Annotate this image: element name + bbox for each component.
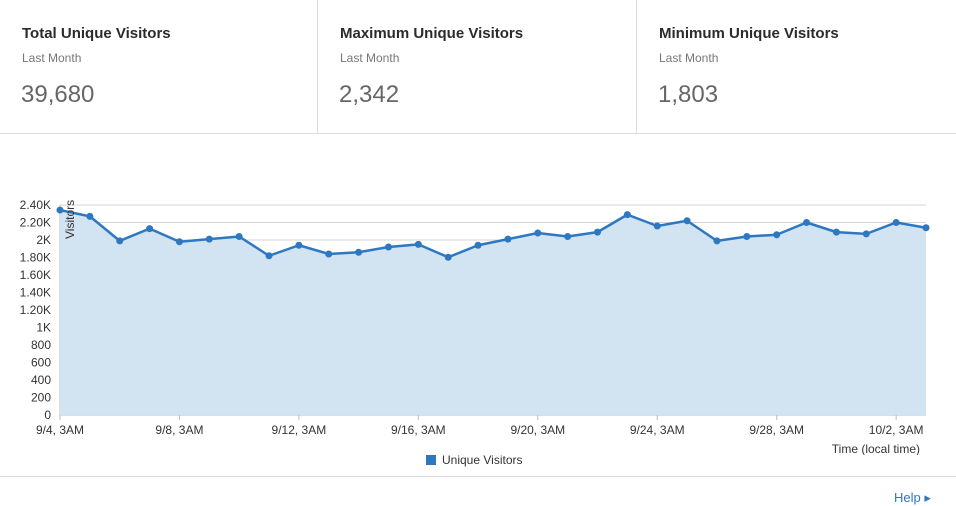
data-point[interactable] (564, 233, 572, 240)
data-point[interactable] (474, 241, 482, 249)
data-point[interactable] (116, 237, 124, 245)
chart-legend[interactable]: Unique Visitors (426, 453, 522, 467)
x-tick-label: 9/28, 3AM (749, 423, 804, 437)
x-tick-label: 9/8, 3AM (155, 423, 203, 437)
data-point[interactable] (384, 243, 392, 251)
stat-subtitle: Last Month (22, 51, 82, 65)
stat-card-minimum: Minimum Unique Visitors Last Month 1,803 (637, 0, 956, 133)
y-tick-label: 2K (36, 233, 51, 247)
stat-title: Total Unique Visitors (22, 25, 171, 42)
y-tick-label: 600 (31, 356, 51, 370)
data-point[interactable] (205, 235, 213, 243)
y-tick-label: 2.20K (20, 216, 51, 230)
stat-card-total: Total Unique Visitors Last Month 39,680 (0, 0, 318, 133)
series-line (59, 208, 927, 259)
data-point[interactable] (892, 219, 900, 226)
data-point[interactable] (355, 248, 363, 256)
data-point[interactable] (594, 228, 602, 236)
visitors-chart: 0 200 400 600 800 1K 1.20K 1.40K 1.60K 1.80K 2K 2.2… (20, 198, 930, 455)
data-point[interactable] (743, 233, 751, 240)
stat-title: Minimum Unique Visitors (659, 25, 839, 42)
y-tick-label: 1.80K (20, 251, 51, 265)
data-point[interactable] (175, 238, 183, 246)
x-tick-label: 9/20, 3AM (510, 423, 565, 437)
stat-card-maximum: Maximum Unique Visitors Last Month 2,342 (318, 0, 637, 133)
stat-title: Maximum Unique Visitors (340, 25, 524, 42)
stats-panel: Total Unique Visitors Last Month 39,680 … (0, 0, 956, 134)
stat-value: 2,342 (339, 81, 400, 108)
data-point[interactable] (862, 230, 870, 238)
y-tick-label: 2.40K (20, 198, 51, 212)
data-point[interactable] (325, 250, 333, 258)
x-tick-label: 10/2, 3AM (869, 423, 924, 437)
data-point[interactable] (444, 253, 452, 261)
y-tick-label: 1.60K (20, 268, 51, 282)
data-point[interactable] (295, 241, 303, 249)
data-point[interactable] (653, 222, 661, 230)
x-axis-label: Time (local time) (832, 442, 920, 455)
data-point[interactable] (623, 211, 631, 219)
legend-label: Unique Visitors (442, 453, 523, 467)
stat-subtitle: Last Month (659, 51, 719, 65)
data-point[interactable] (803, 219, 811, 226)
y-tick-label: 1.40K (20, 286, 51, 300)
series-points (56, 206, 930, 261)
x-axis-ticks: 9/4, 3AM 9/8, 3AM 9/12, 3AM 9/16, 3AM 9/20, … (36, 415, 924, 437)
data-point[interactable] (534, 229, 542, 237)
data-point[interactable] (265, 252, 273, 260)
data-point[interactable] (146, 225, 154, 233)
x-tick-label: 9/24, 3AM (630, 423, 685, 437)
y-tick-label: 1.20K (20, 303, 51, 317)
stat-value: 39,680 (21, 81, 95, 108)
x-tick-label: 9/16, 3AM (391, 423, 446, 437)
legend-swatch (426, 455, 436, 465)
y-tick-label: 200 (31, 391, 51, 405)
x-tick-label: 9/4, 3AM (36, 423, 84, 437)
y-tick-label: 0 (44, 408, 51, 422)
data-point[interactable] (922, 224, 930, 232)
data-point[interactable] (235, 233, 243, 240)
stat-value: 1,803 (658, 81, 719, 108)
help-link[interactable]: Help ▸ (894, 490, 931, 505)
data-point[interactable] (86, 212, 94, 220)
data-point[interactable] (683, 217, 691, 225)
data-point[interactable] (773, 231, 781, 239)
x-tick-label: 9/12, 3AM (272, 423, 327, 437)
y-tick-label: 800 (31, 338, 51, 352)
data-point[interactable] (504, 235, 512, 243)
stat-subtitle: Last Month (340, 51, 400, 65)
y-axis-ticks: 0 200 400 600 800 1K 1.20K 1.40K 1.60K 1.80K 2K 2.2… (20, 198, 52, 422)
data-point[interactable] (56, 206, 64, 214)
series-area (60, 210, 926, 415)
data-point[interactable] (832, 228, 840, 236)
y-tick-label: 400 (31, 373, 51, 387)
y-axis-label: Visitors (63, 200, 77, 239)
data-point[interactable] (713, 237, 721, 245)
data-point[interactable] (414, 240, 422, 248)
y-tick-label: 1K (36, 321, 51, 335)
divider (0, 476, 956, 477)
